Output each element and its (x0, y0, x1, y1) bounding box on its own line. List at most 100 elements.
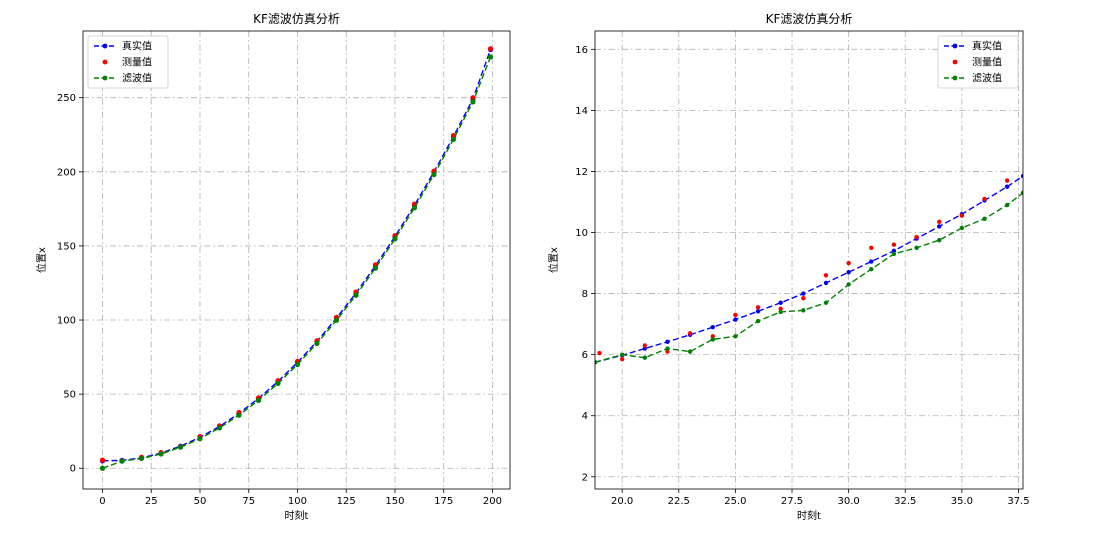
legend-marker-filtered (952, 75, 958, 81)
data-point-filtered (411, 205, 418, 211)
data-point-measured (665, 349, 670, 354)
x-axis-label: 时刻t (797, 509, 821, 522)
data-point-filtered (353, 292, 359, 298)
data-point-true (801, 291, 806, 296)
data-point-measured (846, 260, 851, 266)
series-line-true (595, 175, 1023, 363)
data-point-true (665, 339, 670, 345)
axes-frame (82, 30, 511, 490)
data-point-filtered (333, 317, 340, 323)
data-point-filtered (937, 237, 942, 243)
x-tick-label: 35.0 (951, 496, 973, 507)
y-tick-label: 8 (582, 289, 588, 300)
legend-marker-true (952, 43, 958, 49)
y-tick-label: 12 (575, 167, 588, 178)
data-point-measured (891, 242, 897, 247)
data-point-filtered (869, 266, 874, 272)
x-tick-label: 150 (385, 496, 404, 507)
y-tick-label: 250 (57, 93, 76, 104)
data-point-filtered (891, 251, 897, 257)
data-point-measured (487, 46, 494, 52)
data-point-filtered (487, 54, 494, 60)
data-point-true (1004, 184, 1010, 189)
data-point-filtered (595, 360, 598, 365)
data-point-true (891, 248, 897, 254)
data-point-filtered (755, 318, 761, 324)
data-point-filtered (914, 245, 919, 250)
data-point-true (642, 346, 648, 351)
data-point-measured (733, 312, 738, 318)
data-point-measured (778, 306, 783, 312)
data-point-measured (687, 331, 693, 336)
y-tick-label: 4 (582, 411, 588, 422)
data-point-filtered (642, 355, 648, 360)
data-point-measured (823, 273, 829, 278)
data-point-filtered (216, 425, 223, 431)
data-point-filtered (959, 225, 965, 231)
legend-entry-true: 真实值 (94, 40, 152, 53)
axes-frame (594, 30, 1024, 490)
x-tick-label: 100 (288, 496, 307, 507)
x-tick-label: 30.0 (837, 496, 859, 507)
legend-label-measured: 测量值 (122, 56, 152, 69)
x-tick-label: 200 (483, 496, 502, 507)
data-point-measured (642, 343, 648, 348)
legend-box (937, 35, 1019, 89)
y-tick-label: 10 (575, 228, 588, 239)
data-point-measured (450, 133, 457, 139)
data-point-filtered (619, 352, 625, 357)
data-point-measured (619, 357, 625, 362)
data-point-filtered (846, 282, 851, 287)
data-point-filtered (823, 300, 829, 305)
series-layer (99, 46, 494, 471)
chart-1: 0 25 50 75 100 125 150 175 200 0 50 100 150 200 250 KF滤… (35, 12, 511, 522)
data-point-filtered (177, 444, 184, 450)
data-point-filtered (687, 349, 693, 354)
data-point-filtered (314, 340, 320, 347)
data-point-true (823, 280, 829, 286)
data-point-filtered (158, 451, 164, 457)
data-point-true (755, 309, 761, 314)
x-tick-label: 32.5 (894, 496, 916, 507)
x-tick-label: 27.5 (781, 496, 803, 507)
data-point-true (869, 259, 874, 264)
data-point-filtered (450, 136, 457, 142)
y-tick-label: 16 (575, 45, 588, 56)
plot-area (595, 31, 1023, 489)
x-tick-label: 0 (99, 496, 105, 507)
data-point-true (1020, 173, 1023, 179)
data-point-true (846, 270, 851, 275)
legend-label-filtered: 滤波值 (972, 72, 1002, 85)
x-tick-label: 175 (434, 496, 453, 507)
data-point-measured (982, 196, 987, 202)
legend-entry-measured: 测量值 (952, 56, 1002, 69)
data-point-true (710, 324, 715, 330)
y-axis-label: 位置x (547, 247, 560, 273)
data-point-filtered (255, 397, 262, 403)
data-point-filtered (431, 172, 437, 178)
y-tick-label: 100 (57, 316, 76, 327)
data-point-measured (959, 213, 965, 218)
x-tick-label: 75 (242, 496, 255, 507)
y-tick-label: 2 (582, 472, 588, 483)
legend-label-true: 真实值 (122, 40, 152, 53)
x-tick-label: 37.5 (1007, 496, 1029, 507)
data-point-filtered (197, 436, 203, 442)
data-point-filtered (665, 346, 670, 351)
legend-entry-true: 真实值 (944, 40, 1002, 53)
data-point-filtered (470, 99, 476, 105)
legend-label-true: 真实值 (972, 40, 1002, 53)
data-point-measured (801, 295, 806, 301)
data-point-measured (937, 219, 942, 225)
data-point-filtered (1004, 202, 1010, 208)
data-point-filtered (1020, 190, 1023, 196)
data-point-filtered (275, 380, 281, 387)
data-point-filtered (392, 236, 398, 242)
legend-marker-true (102, 43, 108, 49)
data-point-true (733, 317, 738, 322)
y-axis-label: 位置x (35, 247, 48, 273)
legend-entry-filtered: 滤波值 (94, 72, 152, 85)
